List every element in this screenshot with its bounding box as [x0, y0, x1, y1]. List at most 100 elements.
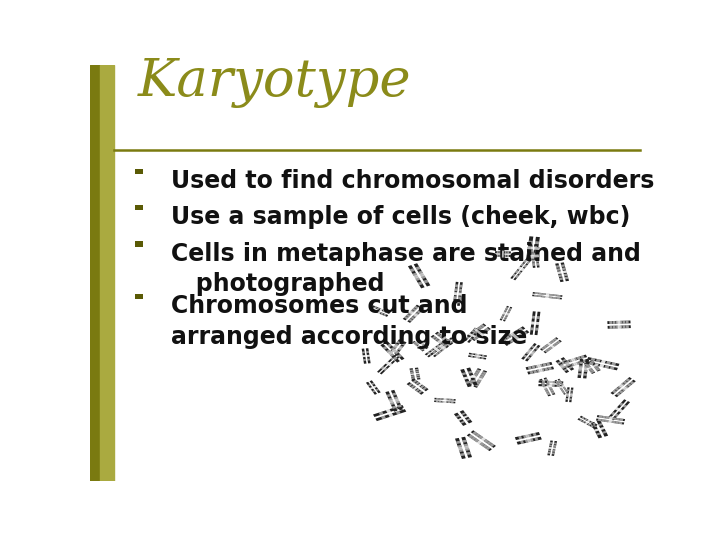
Polygon shape [585, 364, 590, 367]
Polygon shape [531, 321, 534, 325]
Polygon shape [362, 352, 365, 353]
Polygon shape [589, 362, 594, 365]
Polygon shape [531, 345, 535, 348]
Polygon shape [627, 383, 631, 387]
Polygon shape [393, 359, 397, 362]
Polygon shape [523, 435, 527, 438]
Polygon shape [594, 366, 598, 368]
Polygon shape [393, 407, 398, 410]
Polygon shape [433, 346, 440, 352]
Polygon shape [553, 338, 557, 341]
Polygon shape [408, 310, 419, 317]
Polygon shape [515, 432, 540, 440]
Polygon shape [618, 320, 621, 329]
Polygon shape [526, 261, 530, 264]
Polygon shape [577, 356, 581, 360]
Polygon shape [475, 433, 480, 437]
Polygon shape [458, 296, 461, 300]
Polygon shape [439, 401, 441, 402]
Polygon shape [579, 419, 582, 422]
Polygon shape [381, 416, 386, 419]
Polygon shape [546, 390, 549, 393]
Polygon shape [444, 398, 446, 403]
Polygon shape [608, 420, 612, 423]
Polygon shape [585, 362, 588, 364]
Polygon shape [538, 295, 541, 297]
Polygon shape [474, 332, 478, 334]
Polygon shape [411, 379, 428, 392]
Polygon shape [455, 438, 466, 459]
Polygon shape [503, 307, 512, 321]
Polygon shape [535, 364, 539, 368]
Polygon shape [570, 395, 572, 397]
Polygon shape [534, 244, 539, 268]
Polygon shape [593, 423, 596, 425]
Polygon shape [557, 271, 568, 274]
Polygon shape [417, 310, 421, 314]
Polygon shape [569, 359, 574, 362]
Polygon shape [588, 423, 591, 426]
Polygon shape [601, 419, 605, 422]
Polygon shape [530, 311, 536, 335]
Polygon shape [503, 312, 510, 315]
Polygon shape [528, 366, 532, 369]
Polygon shape [433, 347, 437, 349]
Polygon shape [541, 347, 545, 350]
Polygon shape [435, 332, 453, 345]
Polygon shape [546, 383, 550, 386]
Polygon shape [557, 341, 561, 343]
Polygon shape [376, 389, 379, 391]
Polygon shape [507, 255, 509, 257]
Polygon shape [609, 417, 613, 420]
Polygon shape [536, 363, 543, 373]
Polygon shape [547, 342, 552, 346]
Polygon shape [417, 339, 420, 342]
Polygon shape [539, 364, 543, 367]
Polygon shape [549, 447, 552, 449]
Polygon shape [472, 431, 477, 435]
Polygon shape [530, 321, 540, 325]
Polygon shape [439, 342, 443, 345]
Polygon shape [518, 327, 523, 332]
Polygon shape [614, 380, 636, 397]
Polygon shape [471, 436, 476, 440]
Polygon shape [474, 335, 480, 339]
Polygon shape [369, 386, 377, 390]
Polygon shape [595, 367, 599, 369]
Text: Use a sample of cells (cheek, wbc): Use a sample of cells (cheek, wbc) [171, 205, 630, 229]
Polygon shape [521, 343, 536, 360]
Polygon shape [557, 361, 562, 365]
Polygon shape [605, 420, 608, 422]
Polygon shape [385, 408, 394, 418]
Polygon shape [533, 433, 536, 436]
Polygon shape [436, 345, 440, 347]
Polygon shape [508, 310, 510, 312]
Polygon shape [513, 337, 518, 341]
Polygon shape [535, 249, 538, 253]
Polygon shape [448, 401, 451, 403]
Polygon shape [559, 364, 564, 367]
Polygon shape [462, 372, 467, 375]
Polygon shape [533, 292, 562, 297]
Polygon shape [468, 435, 473, 438]
Polygon shape [385, 361, 393, 367]
Polygon shape [391, 390, 403, 410]
Polygon shape [557, 379, 569, 394]
Polygon shape [477, 380, 482, 383]
Polygon shape [478, 326, 483, 329]
Polygon shape [570, 399, 572, 400]
Polygon shape [531, 254, 539, 258]
Polygon shape [401, 343, 405, 346]
Polygon shape [464, 376, 468, 380]
Polygon shape [565, 390, 568, 393]
Polygon shape [472, 336, 477, 340]
Polygon shape [415, 277, 420, 281]
Polygon shape [557, 381, 560, 383]
Polygon shape [390, 357, 395, 360]
Polygon shape [546, 393, 550, 395]
Polygon shape [585, 363, 589, 366]
Polygon shape [464, 328, 477, 341]
Polygon shape [567, 389, 570, 391]
Polygon shape [441, 342, 445, 346]
Polygon shape [434, 398, 456, 401]
